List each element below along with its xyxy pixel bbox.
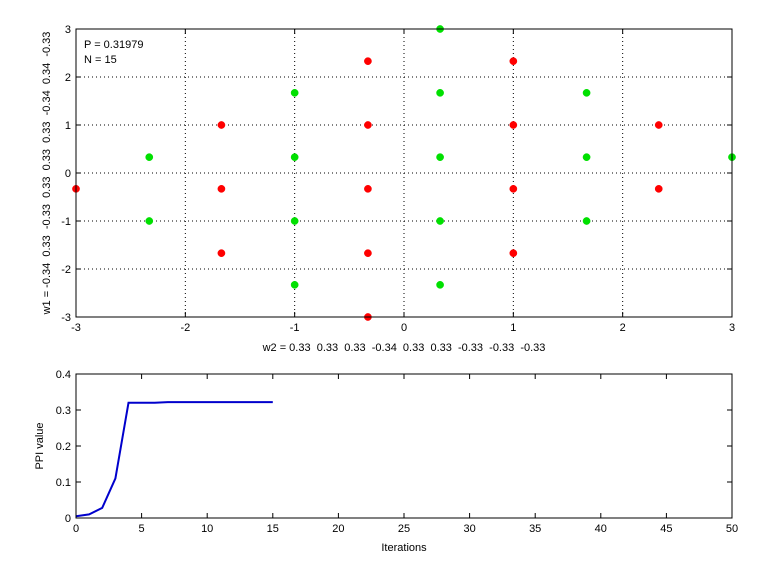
x-tick-label: 40 [595,523,607,535]
scatter-point [436,280,444,289]
line-axes: 0 5 10 15 20 25 30 35 40 45 50 0 0.1 0.2 0.3 0.4 Iterat… [34,369,738,554]
scatter-point [582,153,591,162]
ppi-line [75,401,273,518]
scatter-point [364,249,372,258]
x-tick-label: 1 [510,322,516,334]
scatter-point [290,217,299,225]
x-tick-label: 45 [660,523,672,535]
scatter-ylabel: w1 = -0.34 0.33 -0.33 0.33 0.33 0.33 -0.… [41,32,53,316]
y-tick-label: 0 [65,513,71,525]
y-tick-label: -3 [61,312,71,324]
scatter-point [145,217,154,225]
x-tick-label: -3 [71,322,81,334]
scatter-point [364,184,372,193]
scatter-ticks: -3 -2 -1 0 1 2 3 -3 -2 -1 0 1 2 3 [61,24,735,334]
scatter-point [364,57,372,66]
scatter-point [364,121,372,129]
scatter-point [654,121,663,129]
scatter-point [509,121,518,129]
scatter-grid [76,29,732,317]
scatter-point [290,88,299,97]
line-xlabel: Iterations [381,542,427,554]
x-tick-label: 35 [529,523,541,535]
x-tick-label: 5 [139,523,145,535]
scatter-point [217,184,226,193]
scatter-point [217,121,226,129]
annotation-p: P = 0.31979 [84,39,143,51]
x-tick-label: 3 [729,322,735,334]
scatter-point [509,57,518,66]
scatter-point [509,249,518,258]
scatter-point [290,280,299,289]
scatter-point [509,184,518,193]
y-tick-label: 0.1 [56,477,71,489]
x-tick-label: 20 [332,523,344,535]
x-tick-label: 15 [267,523,279,535]
x-tick-label: 25 [398,523,410,535]
scatter-point [436,153,444,162]
line-plot-area [76,374,732,518]
x-tick-label: 0 [401,322,407,334]
x-tick-label: 2 [620,322,626,334]
x-tick-label: 30 [463,523,475,535]
y-tick-label: 2 [65,72,71,84]
x-tick-label: -1 [290,322,300,334]
line-series [75,401,273,518]
scatter-point [654,184,663,193]
scatter-point [145,153,154,162]
y-tick-label: 0 [65,168,71,180]
annotation-n: N = 15 [84,54,117,66]
y-tick-label: 0.2 [56,441,71,453]
x-tick-label: 0 [73,523,79,535]
scatter-point [436,217,444,225]
scatter-xlabel: w2 = 0.33 0.33 0.33 -0.34 0.33 0.33 -0.3… [262,342,546,354]
y-tick-label: -1 [61,216,71,228]
scatter-point [582,217,591,225]
y-tick-label: 0.3 [56,405,71,417]
y-tick-label: 1 [65,120,71,132]
scatter-point [436,88,444,97]
scatter-point [290,153,299,162]
x-tick-label: 10 [201,523,213,535]
y-tick-label: -2 [61,264,71,276]
line-ylabel: PPI value [34,422,46,469]
x-tick-label: 50 [726,523,738,535]
line-ticks: 0 5 10 15 20 25 30 35 40 45 50 0 0.1 0.2 0.3 0.4 [56,369,738,535]
x-tick-label: -2 [180,322,190,334]
scatter-point [217,249,226,258]
scatter-point [582,88,591,97]
y-tick-label: 3 [65,24,71,36]
y-tick-label: 0.4 [56,369,71,381]
